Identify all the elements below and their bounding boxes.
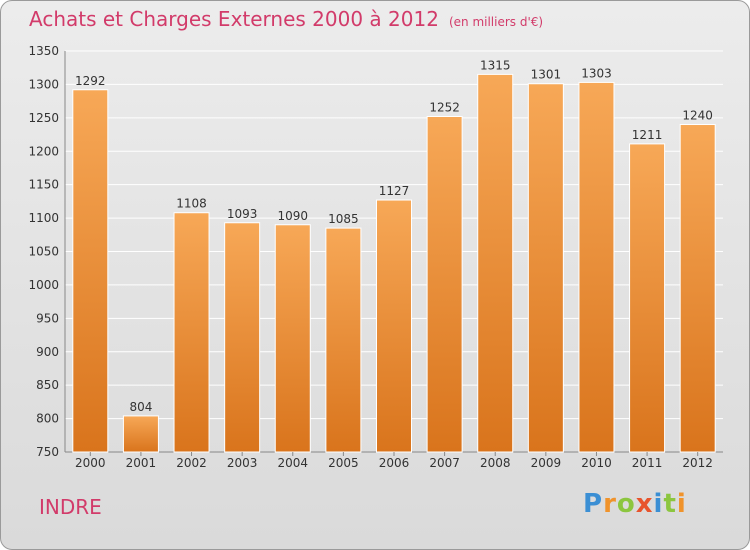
y-tick-label: 1200 bbox=[28, 144, 59, 158]
y-tick-label: 750 bbox=[36, 445, 59, 459]
x-tick-label: 2000 bbox=[75, 456, 106, 470]
bar-value-label: 1093 bbox=[227, 207, 258, 221]
logo-letter: o bbox=[616, 489, 636, 519]
y-tick-label: 1150 bbox=[28, 178, 59, 192]
bar-value-label: 804 bbox=[129, 400, 152, 414]
entity-label: INDRE bbox=[39, 495, 102, 519]
x-tick-label: 2005 bbox=[328, 456, 359, 470]
y-tick-label: 1000 bbox=[28, 278, 59, 292]
x-tick-label: 2011 bbox=[632, 456, 663, 470]
y-tick-label: 1300 bbox=[28, 77, 59, 91]
logo-letter: t bbox=[663, 489, 677, 519]
bar bbox=[527, 83, 564, 453]
bar-value-label: 1085 bbox=[328, 212, 359, 226]
x-tick-label: 2001 bbox=[126, 456, 157, 470]
bar bbox=[376, 199, 412, 453]
chart-title: Achats et Charges Externes 2000 à 2012 (e… bbox=[29, 7, 543, 31]
bar bbox=[122, 415, 159, 453]
bar-value-label: 1127 bbox=[379, 184, 410, 198]
bar bbox=[629, 143, 666, 453]
bar-value-label: 1240 bbox=[682, 109, 713, 123]
y-tick-label: 1100 bbox=[28, 211, 59, 225]
x-tick-label: 2004 bbox=[277, 456, 308, 470]
bar-value-label: 1292 bbox=[75, 74, 106, 88]
bar bbox=[578, 81, 615, 453]
y-tick-label: 1250 bbox=[28, 111, 59, 125]
bar bbox=[274, 224, 311, 453]
bar-value-label: 1090 bbox=[277, 209, 308, 223]
logo-letter: P bbox=[583, 489, 604, 519]
x-tick-label: 2002 bbox=[176, 456, 207, 470]
logo-letter: i bbox=[653, 489, 664, 519]
bar bbox=[477, 73, 514, 453]
y-tick-label: 800 bbox=[36, 412, 59, 426]
y-tick-label: 1050 bbox=[28, 245, 59, 259]
bar bbox=[679, 124, 716, 453]
logo-letter: r bbox=[603, 489, 617, 519]
proxiti-logo: Proxiti bbox=[583, 489, 687, 519]
y-tick-label: 1350 bbox=[28, 44, 59, 58]
logo-letter: i bbox=[676, 489, 687, 519]
x-tick-label: 2009 bbox=[531, 456, 562, 470]
chart-title-main: Achats et Charges Externes 2000 à 2012 bbox=[29, 7, 439, 31]
bar bbox=[426, 115, 463, 453]
y-tick-label: 950 bbox=[36, 311, 59, 325]
bar-value-label: 1301 bbox=[531, 68, 562, 82]
bar bbox=[72, 89, 109, 453]
x-tick-label: 2007 bbox=[429, 456, 460, 470]
x-tick-label: 2003 bbox=[227, 456, 258, 470]
bar bbox=[173, 212, 210, 453]
x-tick-label: 2006 bbox=[379, 456, 410, 470]
chart-title-unit: (en milliers d'€) bbox=[448, 15, 544, 29]
y-tick-label: 900 bbox=[36, 345, 59, 359]
bar-value-label: 1211 bbox=[632, 128, 663, 142]
x-tick-label: 2012 bbox=[682, 456, 713, 470]
bar bbox=[224, 222, 261, 453]
x-tick-label: 2010 bbox=[581, 456, 612, 470]
x-tick-label: 2008 bbox=[480, 456, 511, 470]
bar-value-label: 1108 bbox=[176, 197, 207, 211]
logo-letter: x bbox=[635, 489, 654, 519]
y-tick-label: 850 bbox=[36, 378, 59, 392]
bar-value-label: 1252 bbox=[429, 100, 460, 114]
bar bbox=[325, 227, 362, 453]
bar-value-label: 1303 bbox=[581, 66, 612, 80]
bar-value-label: 1315 bbox=[480, 58, 511, 72]
